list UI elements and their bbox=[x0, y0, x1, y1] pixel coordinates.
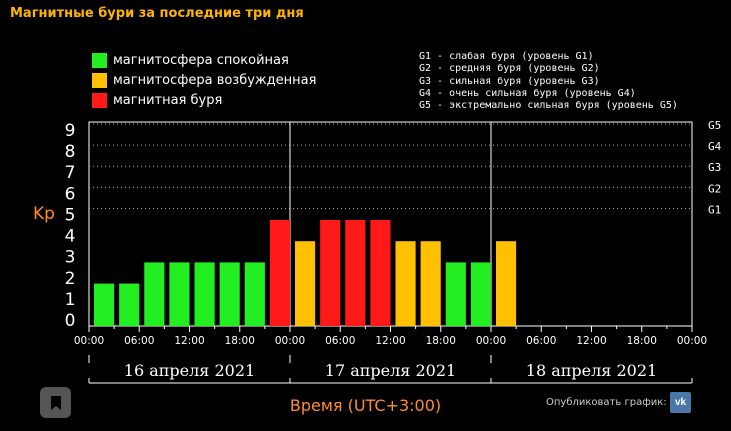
color-legend: магнитосфера спокойная магнитосфера возб… bbox=[92, 50, 316, 110]
legend-swatch-quiet bbox=[92, 52, 107, 68]
g-tick-label: G4 bbox=[708, 140, 722, 153]
y-tick-label: 2 bbox=[65, 269, 76, 289]
kp-bar bbox=[119, 283, 140, 326]
legend-label-active: магнитосфера возбужденная bbox=[113, 72, 317, 88]
g-legend-g1: G1 - слабая буря (уровень G1) bbox=[419, 51, 594, 62]
day-label: 16 апреля 2021 bbox=[124, 361, 255, 380]
y-tick-label: 6 bbox=[65, 184, 76, 204]
kp-bar bbox=[295, 241, 316, 326]
x-tick-label: 18:00 bbox=[426, 335, 456, 347]
bookmark-icon bbox=[50, 395, 61, 410]
vk-icon[interactable]: vk bbox=[670, 392, 691, 413]
legend-label-quiet: магнитосфера спокойная bbox=[113, 52, 289, 68]
x-tick-label: 06:00 bbox=[325, 335, 355, 347]
y-tick-label: 5 bbox=[65, 205, 76, 225]
kp-bar bbox=[395, 241, 416, 326]
kp-bar bbox=[194, 262, 215, 326]
y-tick-label: 7 bbox=[65, 163, 76, 183]
y-axis-label: Kp bbox=[33, 204, 55, 224]
kp-bar bbox=[144, 262, 165, 326]
kp-bar bbox=[370, 220, 391, 326]
x-tick-label: 00:00 bbox=[476, 335, 506, 347]
x-tick-label: 18:00 bbox=[225, 335, 255, 347]
kp-bar bbox=[269, 220, 290, 326]
day-label: 18 апреля 2021 bbox=[526, 361, 657, 380]
x-tick-label: 06:00 bbox=[526, 335, 556, 347]
kp-bar bbox=[244, 262, 265, 326]
storm-level-legend: G1 - слабая буря (уровень G1) G2 - средн… bbox=[419, 51, 678, 112]
x-tick-label: 00:00 bbox=[677, 335, 707, 347]
x-tick-label: 00:00 bbox=[74, 335, 104, 347]
g-tick-label: G5 bbox=[708, 119, 721, 132]
legend-item-quiet: магнитосфера спокойная bbox=[92, 50, 316, 70]
g-tick-label: G3 bbox=[708, 161, 721, 174]
g-tick-label: G2 bbox=[708, 182, 721, 195]
kp-bar bbox=[496, 241, 517, 326]
legend-label-storm: магнитная буря bbox=[113, 92, 223, 108]
kp-bar bbox=[445, 262, 466, 326]
bookmark-button[interactable] bbox=[40, 387, 71, 418]
x-tick-label: 12:00 bbox=[576, 335, 606, 347]
kp-bar bbox=[169, 262, 190, 326]
legend-item-storm: магнитная буря bbox=[92, 90, 316, 110]
kp-bar bbox=[320, 220, 341, 326]
y-tick-label: 3 bbox=[65, 248, 76, 268]
kp-bar bbox=[345, 220, 366, 326]
y-tick-label: 1 bbox=[65, 290, 76, 310]
kp-bar bbox=[219, 262, 240, 326]
g-legend-g5: G5 - экстремально сильная буря (уровень … bbox=[419, 100, 678, 112]
publish-label: Опубликовать график: bbox=[546, 397, 667, 408]
y-tick-label: 8 bbox=[65, 142, 76, 162]
x-tick-label: 18:00 bbox=[627, 335, 657, 347]
g-tick-label: G1 bbox=[708, 203, 721, 216]
day-label: 17 апреля 2021 bbox=[325, 361, 456, 380]
legend-swatch-storm bbox=[92, 92, 107, 108]
legend-swatch-active bbox=[92, 72, 107, 88]
y-tick-label: 9 bbox=[65, 121, 76, 141]
g-legend-g3: G3 - сильная буря (уровень G3) bbox=[419, 75, 600, 87]
kp-bar bbox=[94, 283, 115, 326]
kp-bar bbox=[420, 241, 441, 326]
x-tick-label: 12:00 bbox=[375, 335, 405, 347]
legend-item-active: магнитосфера возбужденная bbox=[92, 70, 316, 90]
kp-bar bbox=[470, 262, 491, 326]
x-tick-label: 12:00 bbox=[174, 335, 204, 347]
y-tick-label: 4 bbox=[65, 227, 76, 247]
g-legend-g2: G2 - средняя буря (уровень G2) bbox=[419, 63, 600, 75]
y-tick-label: 0 bbox=[65, 311, 76, 331]
page-title: Магнитные бури за последние три дня bbox=[10, 6, 304, 21]
x-tick-label: 06:00 bbox=[124, 335, 154, 347]
x-tick-label: 00:00 bbox=[275, 335, 305, 347]
g-legend-g4: G4 - очень сильная буря (уровень G4) bbox=[419, 87, 636, 99]
x-axis-label: Время (UTC+3:00) bbox=[289, 396, 442, 415]
